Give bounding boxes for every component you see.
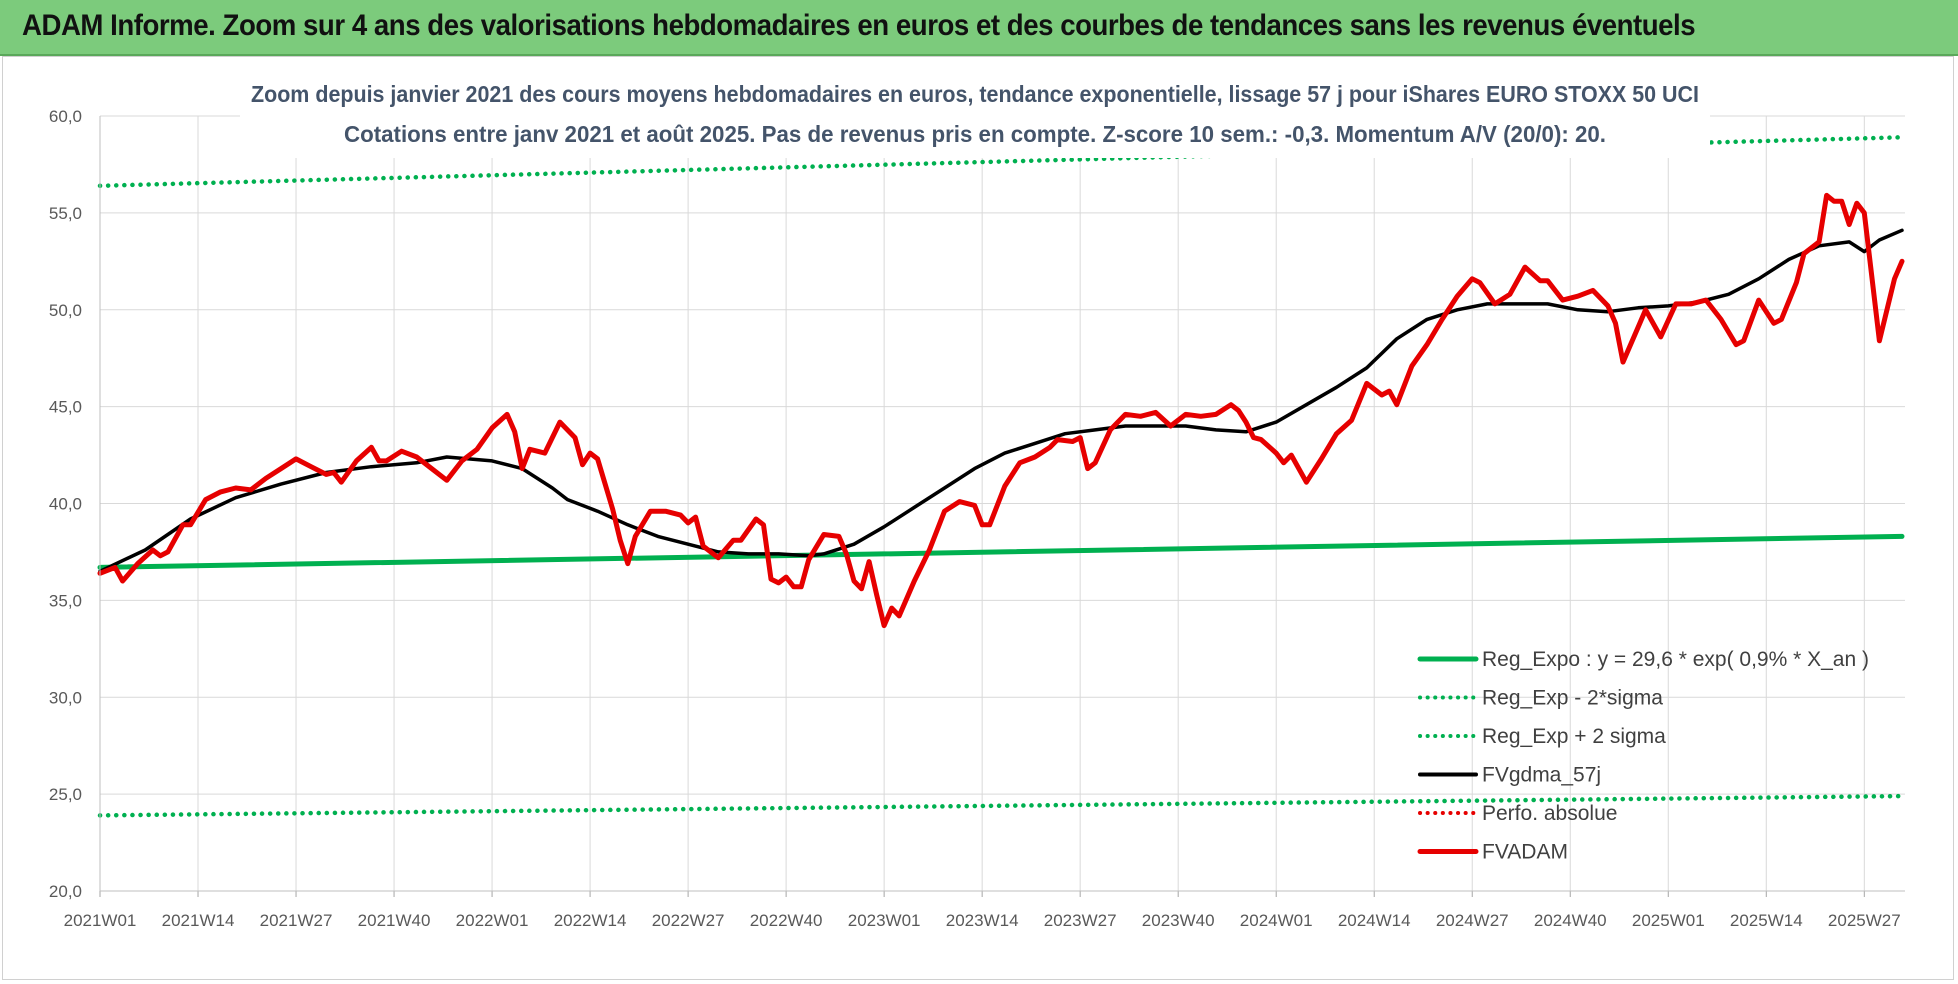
- grid-layer: [99, 115, 1905, 892]
- x-tick-label: 2025W27: [1828, 911, 1901, 930]
- x-tick-label: 2021W40: [358, 911, 431, 930]
- legend-label: FVADAM: [1482, 841, 1568, 864]
- x-tick-label: 2023W40: [1142, 911, 1215, 930]
- x-tick-label: 2025W01: [1632, 911, 1705, 930]
- x-tick-label: 2024W01: [1240, 911, 1313, 930]
- y-tick-label: 25,0: [49, 785, 82, 804]
- x-tick-label: 2023W01: [848, 911, 921, 930]
- series-line-reg_expo: [97, 533, 1905, 570]
- chart-subtitle: Cotations entre janv 2021 et août 2025. …: [344, 121, 1606, 147]
- series-layer: [97, 135, 1905, 818]
- x-tick-label: 2023W14: [946, 911, 1019, 930]
- y-tick-label: 20,0: [49, 882, 82, 901]
- x-tick-label: 2025W14: [1730, 911, 1803, 930]
- series-line-fvgdma_57j: [98, 228, 1904, 574]
- x-tick-label: 2021W27: [260, 911, 333, 930]
- chart-legend: Reg_Expo : y = 29,6 * exp( 0,9% * X_an )…: [1417, 648, 1869, 864]
- series-line-reg_exp: [97, 135, 1905, 189]
- x-tick-label: 2021W14: [162, 911, 235, 930]
- series-line-reg_exp: [97, 793, 1905, 818]
- y-tick-label: 45,0: [49, 398, 82, 417]
- x-tick-label: 2024W14: [1338, 911, 1411, 930]
- legend-label: Reg_Expo : y = 29,6 * exp( 0,9% * X_an ): [1482, 648, 1869, 671]
- x-tick-label: 2022W01: [456, 911, 529, 930]
- x-tick-label: 2023W27: [1044, 911, 1117, 930]
- x-tick-label: 2022W40: [750, 911, 823, 930]
- y-tick-label: 40,0: [49, 495, 82, 514]
- y-tick-label: 55,0: [49, 204, 82, 223]
- legend-label: Reg_Exp + 2 sigma: [1482, 725, 1666, 748]
- report-title: ADAM Informe. Zoom sur 4 ans des valoris…: [22, 9, 1696, 42]
- x-tick-label: 2024W40: [1534, 911, 1607, 930]
- chart-frame: [2, 56, 1954, 980]
- legend-label: Reg_Exp - 2*sigma: [1482, 687, 1663, 710]
- legend-label: FVgdma_57j: [1482, 764, 1601, 787]
- title-background: [240, 76, 1710, 158]
- report-header: ADAM Informe. Zoom sur 4 ans des valoris…: [0, 0, 1958, 56]
- y-tick-label: 35,0: [49, 591, 82, 610]
- y-tick-label: 30,0: [49, 688, 82, 707]
- x-tick-label: 2024W27: [1436, 911, 1509, 930]
- x-tick-label: 2022W14: [554, 911, 627, 930]
- y-tick-label: 50,0: [49, 301, 82, 320]
- title-layer: Zoom depuis janvier 2021 des cours moyen…: [240, 76, 1710, 158]
- axis-layer: 20,0 25,0 30,0 35,0 40,0 45,0 50,0 55,0 60,0 2021…: [49, 107, 1905, 930]
- legend-label: Perfo. absolue: [1482, 802, 1617, 825]
- series-line-fvadam: [97, 192, 1905, 629]
- chart-title: Zoom depuis janvier 2021 des cours moyen…: [251, 81, 1699, 107]
- y-tick-label: 60,0: [49, 107, 82, 126]
- x-tick-label: 2021W01: [64, 911, 137, 930]
- x-tick-label: 2022W27: [652, 911, 725, 930]
